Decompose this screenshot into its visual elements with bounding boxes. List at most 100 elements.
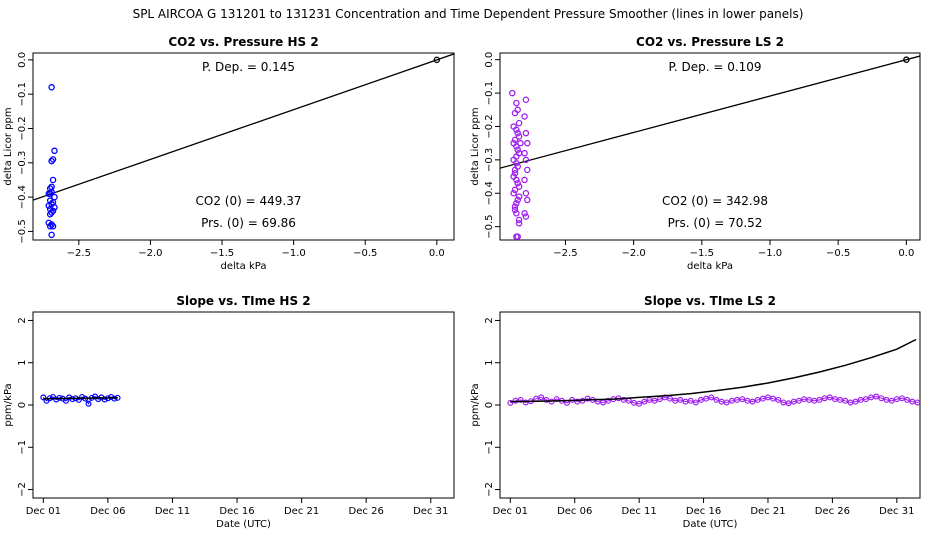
fit-line (500, 55, 920, 169)
data-point (584, 395, 591, 402)
data-point (703, 395, 710, 402)
plot-area (40, 393, 121, 407)
data-point (522, 399, 529, 406)
x-tick-label: Dec 31 (413, 506, 448, 517)
data-point (46, 211, 54, 218)
y-tick-label: 2 (17, 317, 28, 323)
x-axis-label: Date (UTC) (683, 519, 738, 530)
data-point (697, 396, 704, 403)
data-point (522, 213, 530, 220)
data-point (524, 166, 531, 174)
y-tick-label: 0 (484, 402, 495, 408)
data-point (708, 394, 715, 401)
y-tick-label: −2 (484, 482, 495, 497)
annotation-co2: CO2 (0) = 342.98 (662, 194, 768, 208)
x-tick-label: 0.0 (898, 248, 914, 259)
data-point (692, 399, 699, 406)
data-point (515, 193, 523, 200)
data-point (514, 196, 521, 204)
data-point (511, 166, 519, 174)
panel-hs-time: Slope vs. TIme HS 2 Dec 01 Dec 06 Dec 11 Dec… (3, 294, 455, 530)
data-point (754, 396, 761, 403)
data-point (517, 139, 524, 147)
y-tick-label: 0 (17, 402, 28, 408)
data-point (636, 400, 643, 407)
annotation-prs: Prs. (0) = 70.52 (668, 216, 763, 230)
y-axis-label: ppm/kPa (3, 383, 14, 426)
x-axis-label: Date (UTC) (216, 519, 271, 530)
data-point (51, 147, 58, 155)
data-point (605, 397, 612, 404)
data-point (651, 397, 658, 404)
data-point (48, 84, 55, 91)
data-point (826, 394, 833, 401)
data-point (524, 196, 531, 204)
x-tick-label: −2.0 (138, 248, 162, 259)
data-point (677, 396, 684, 403)
data-point (515, 216, 523, 224)
x-tick-label: Dec 21 (750, 506, 785, 517)
data-point (842, 397, 849, 404)
plot-frame (32, 52, 455, 241)
data-point (521, 210, 528, 217)
plot-area (500, 55, 920, 240)
fit-line (33, 53, 454, 201)
y-tick-label: −0.4 (484, 181, 495, 205)
x-tick-label: 0.0 (429, 248, 445, 259)
data-point (515, 220, 523, 227)
y-tick-label: −0.3 (17, 151, 28, 175)
data-point (510, 139, 517, 147)
data-point (45, 190, 53, 197)
data-point (101, 396, 108, 403)
y-tick-label: 1 (17, 360, 28, 366)
y-tick-label: 0.0 (17, 52, 28, 68)
data-point (852, 398, 859, 405)
x-axis-label: delta kPa (220, 261, 266, 272)
data-point (40, 394, 47, 401)
y-tick-label: −0.5 (484, 214, 495, 238)
data-point (515, 119, 523, 127)
data-point (49, 223, 57, 230)
panel-title: CO2 vs. Pressure HS 2 (168, 35, 318, 49)
x-tick-label: Dec 06 (90, 506, 125, 517)
data-point (46, 223, 54, 230)
x-tick-label: −1.5 (690, 248, 714, 259)
data-point (510, 189, 517, 197)
y-tick-label: 2 (484, 317, 495, 323)
data-point (513, 153, 520, 160)
y-tick-label: −0.4 (17, 185, 28, 209)
data-point (775, 396, 782, 403)
data-point (513, 200, 520, 207)
x-tick-label: −2.5 (553, 248, 577, 259)
series-line (510, 395, 920, 405)
data-point (770, 395, 777, 402)
data-point (903, 56, 910, 63)
data-point (513, 159, 520, 167)
figure-suptitle: SPL AIRCOA G 131201 to 131231 Concentrat… (133, 7, 804, 21)
data-point (816, 396, 823, 403)
data-point (749, 398, 756, 405)
data-point (667, 395, 674, 402)
plot-frame (32, 311, 455, 499)
data-point (723, 399, 730, 406)
x-tick-label: Dec 26 (349, 506, 384, 517)
plot-area (507, 338, 935, 407)
data-point (521, 113, 528, 120)
y-tick-label: −1 (484, 440, 495, 455)
data-point (521, 149, 528, 157)
data-point (111, 395, 118, 402)
data-point (930, 397, 935, 402)
panel-title: Slope vs. TIme LS 2 (644, 294, 776, 308)
y-tick-label: −0.5 (17, 219, 28, 243)
y-tick-label: −0.1 (17, 82, 28, 106)
data-point (878, 395, 885, 402)
y-axis-label: delta Licor ppm (470, 107, 481, 185)
data-point (919, 399, 920, 403)
x-tick-label: −2.5 (67, 248, 91, 259)
data-point (739, 396, 746, 403)
x-tick-label: Dec 01 (493, 506, 528, 517)
data-point (515, 133, 523, 140)
data-point (862, 396, 869, 403)
data-point (514, 106, 521, 114)
